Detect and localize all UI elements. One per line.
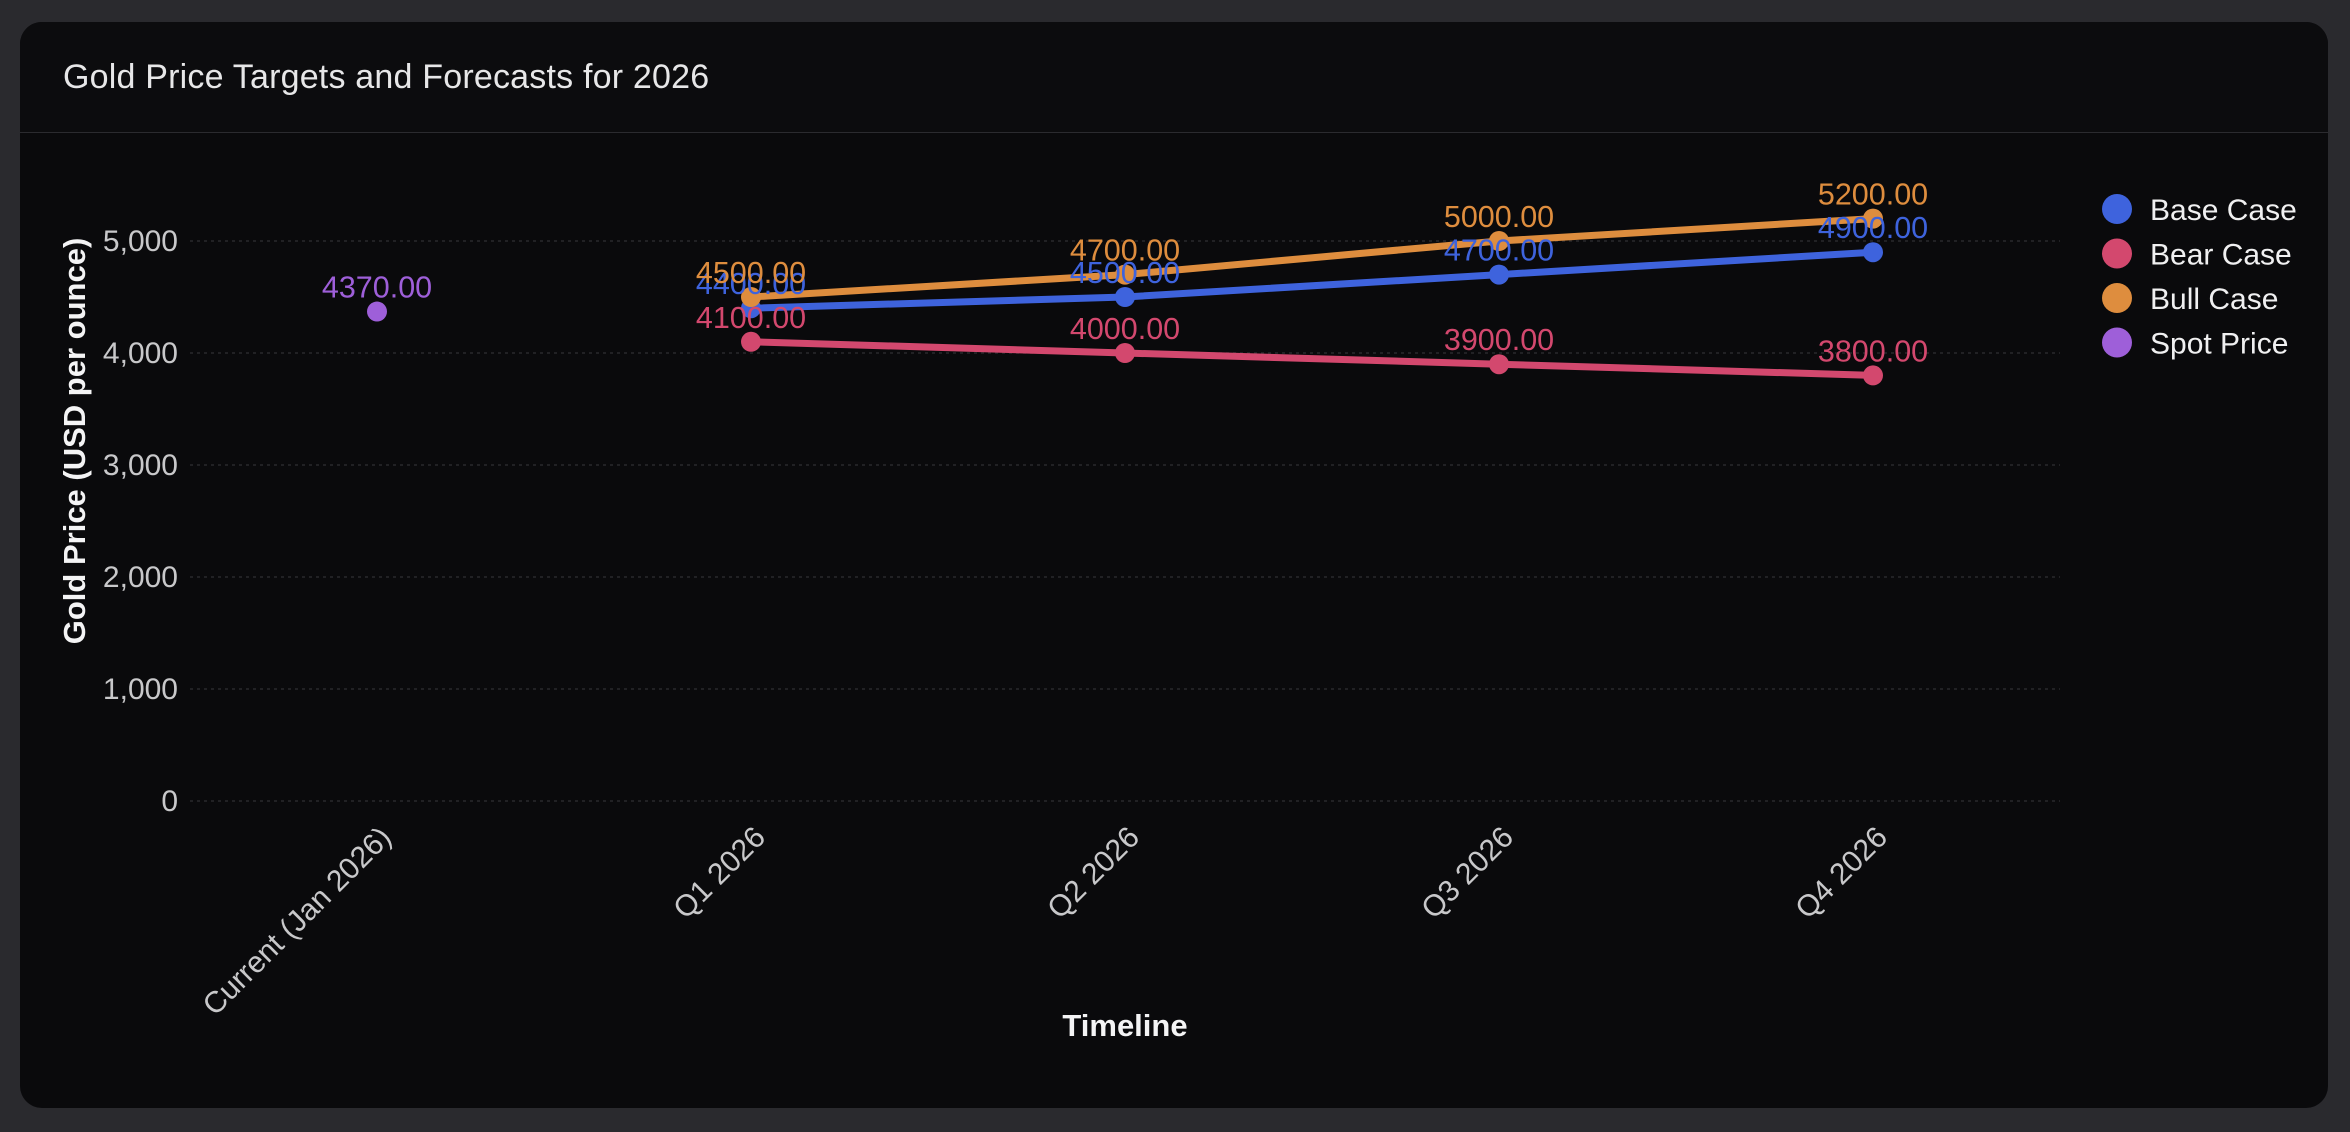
legend-label: Spot Price — [2150, 328, 2288, 361]
point-label-bull-case-q3-2026: 5000.00 — [1444, 200, 1554, 234]
y-axis-title: Gold Price (USD per ounce) — [57, 238, 92, 645]
y-tick-label: 3,000 — [103, 449, 178, 482]
x-tick-label: Q3 2026 — [1415, 821, 1520, 926]
line-chart: 0 1,000 2,000 3,000 4,000 5,000 Current (Jan 2… — [57, 178, 2297, 1043]
point-label-base-case-q1-2026: 4400.00 — [696, 267, 806, 301]
legend-item-bear-case[interactable]: Bear Case — [2102, 238, 2292, 272]
data-point-bull-case-q2-2026[interactable] — [1115, 264, 1135, 285]
series-line-bull-case — [747, 215, 1877, 301]
legend-label: Bull Case — [2150, 283, 2278, 316]
series-base-case — [741, 242, 1883, 319]
point-label-bear-case-q3-2026: 3900.00 — [1444, 323, 1554, 357]
y-tick-label: 2,000 — [103, 561, 178, 594]
point-label-base-case-q4-2026: 4900.00 — [1818, 211, 1928, 245]
point-label-bear-case-q1-2026: 4100.00 — [696, 301, 806, 335]
data-point-base-case-q4-2026[interactable] — [1863, 242, 1883, 263]
chart-legend: Base Case Bear Case Bull Case Spot Price — [2102, 194, 2297, 361]
legend-item-base-case[interactable]: Base Case — [2102, 194, 2297, 227]
point-label-bull-case-q4-2026: 5200.00 — [1818, 178, 1928, 212]
point-label-base-case-q2-2026: 4500.00 — [1070, 256, 1180, 290]
series-spot-price — [367, 301, 387, 322]
y-axis-tick-labels: 0 1,000 2,000 3,000 4,000 5,000 — [103, 225, 178, 818]
x-axis-tick-labels: Current (Jan 2026) Q1 2026 Q2 2026 Q3 2026 Q… — [197, 821, 1894, 1022]
point-labels-bear-case: 4100.00 4000.00 3900.00 3800.00 — [696, 301, 1928, 369]
data-point-bull-case-q3-2026[interactable] — [1489, 231, 1509, 251]
data-point-bear-case-q3-2026[interactable] — [1489, 354, 1509, 375]
legend-swatch-bull-case — [2102, 283, 2132, 313]
point-label-spot-price-current-jan-2026: 4370.00 — [322, 271, 432, 305]
chart-card: Gold Price Targets and Forecasts for 202… — [20, 22, 2328, 1108]
x-tick-label: Q2 2026 — [1041, 821, 1146, 926]
data-point-bull-case-q1-2026[interactable] — [741, 287, 761, 307]
data-point-bear-case-q2-2026[interactable] — [1115, 343, 1135, 363]
data-point-bull-case-q4-2026[interactable] — [1863, 208, 1883, 229]
x-tick-label: Q4 2026 — [1789, 821, 1894, 926]
chart-body: 0 1,000 2,000 3,000 4,000 5,000 Current (Jan 2… — [20, 134, 2328, 1108]
x-tick-label: Current (Jan 2026) — [197, 821, 398, 1022]
data-point-spot-price-current-jan-2026[interactable] — [367, 301, 387, 322]
point-label-bull-case-q1-2026: 4500.00 — [696, 256, 806, 290]
point-labels-spot-price: 4370.00 — [322, 271, 432, 305]
series-line-bear-case — [747, 338, 1877, 379]
point-label-bear-case-q2-2026: 4000.00 — [1070, 312, 1180, 346]
y-tick-label: 4,000 — [103, 337, 178, 370]
data-point-bear-case-q1-2026[interactable] — [741, 331, 761, 352]
data-point-base-case-q2-2026[interactable] — [1115, 287, 1135, 307]
legend-swatch-bear-case — [2102, 238, 2132, 269]
data-point-base-case-q3-2026[interactable] — [1489, 264, 1509, 285]
point-label-bear-case-q4-2026: 3800.00 — [1818, 334, 1928, 368]
y-tick-label: 5,000 — [103, 225, 178, 258]
point-label-base-case-q3-2026: 4700.00 — [1444, 234, 1554, 268]
legend-item-spot-price[interactable]: Spot Price — [2102, 327, 2288, 361]
legend-item-bull-case[interactable]: Bull Case — [2102, 283, 2278, 316]
legend-label: Bear Case — [2150, 239, 2292, 272]
data-point-bear-case-q4-2026[interactable] — [1863, 365, 1883, 386]
legend-swatch-spot-price — [2102, 327, 2132, 358]
legend-label: Base Case — [2150, 194, 2297, 227]
chart-header: Gold Price Targets and Forecasts for 202… — [20, 22, 2328, 133]
x-axis-title: Timeline — [1062, 1008, 1187, 1043]
x-tick-label: Q1 2026 — [667, 821, 772, 926]
y-tick-label: 1,000 — [103, 673, 178, 706]
y-tick-label: 0 — [161, 785, 178, 818]
series-line-base-case — [747, 248, 1877, 312]
series-bear-case — [741, 331, 1883, 386]
point-label-bull-case-q2-2026: 4700.00 — [1070, 234, 1180, 268]
legend-swatch-base-case — [2102, 194, 2132, 224]
chart-title: Gold Price Targets and Forecasts for 202… — [63, 57, 710, 96]
series-bull-case — [741, 208, 1883, 307]
